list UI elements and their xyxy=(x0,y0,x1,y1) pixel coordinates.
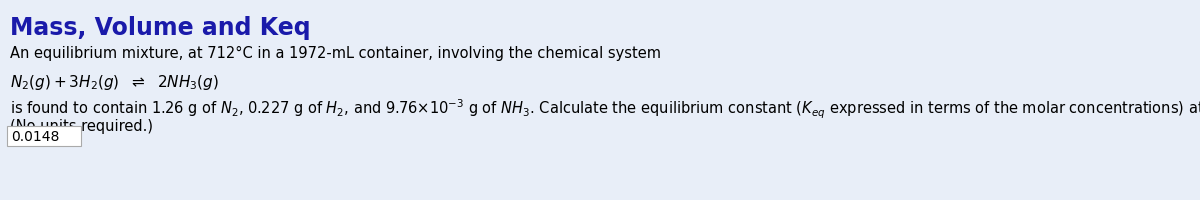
Text: is found to contain 1.26 g of $N_2$, 0.227 g of $H_2$, and 9.76×$10^{-3}$ g of $: is found to contain 1.26 g of $N_2$, 0.2… xyxy=(10,98,1200,121)
Text: An equilibrium mixture, at 712°C in a 1972-mL container, involving the chemical : An equilibrium mixture, at 712°C in a 19… xyxy=(10,46,661,61)
FancyBboxPatch shape xyxy=(7,126,82,146)
Text: 0.0148: 0.0148 xyxy=(11,129,59,143)
Text: Mass, Volume and Keq: Mass, Volume and Keq xyxy=(10,16,311,40)
Text: (No units required.): (No units required.) xyxy=(10,118,154,133)
Text: $N_2(g) + 3H_2(g)$  $\rightleftharpoons$  $2NH_3(g)$: $N_2(g) + 3H_2(g)$ $\rightleftharpoons$ … xyxy=(10,73,220,92)
